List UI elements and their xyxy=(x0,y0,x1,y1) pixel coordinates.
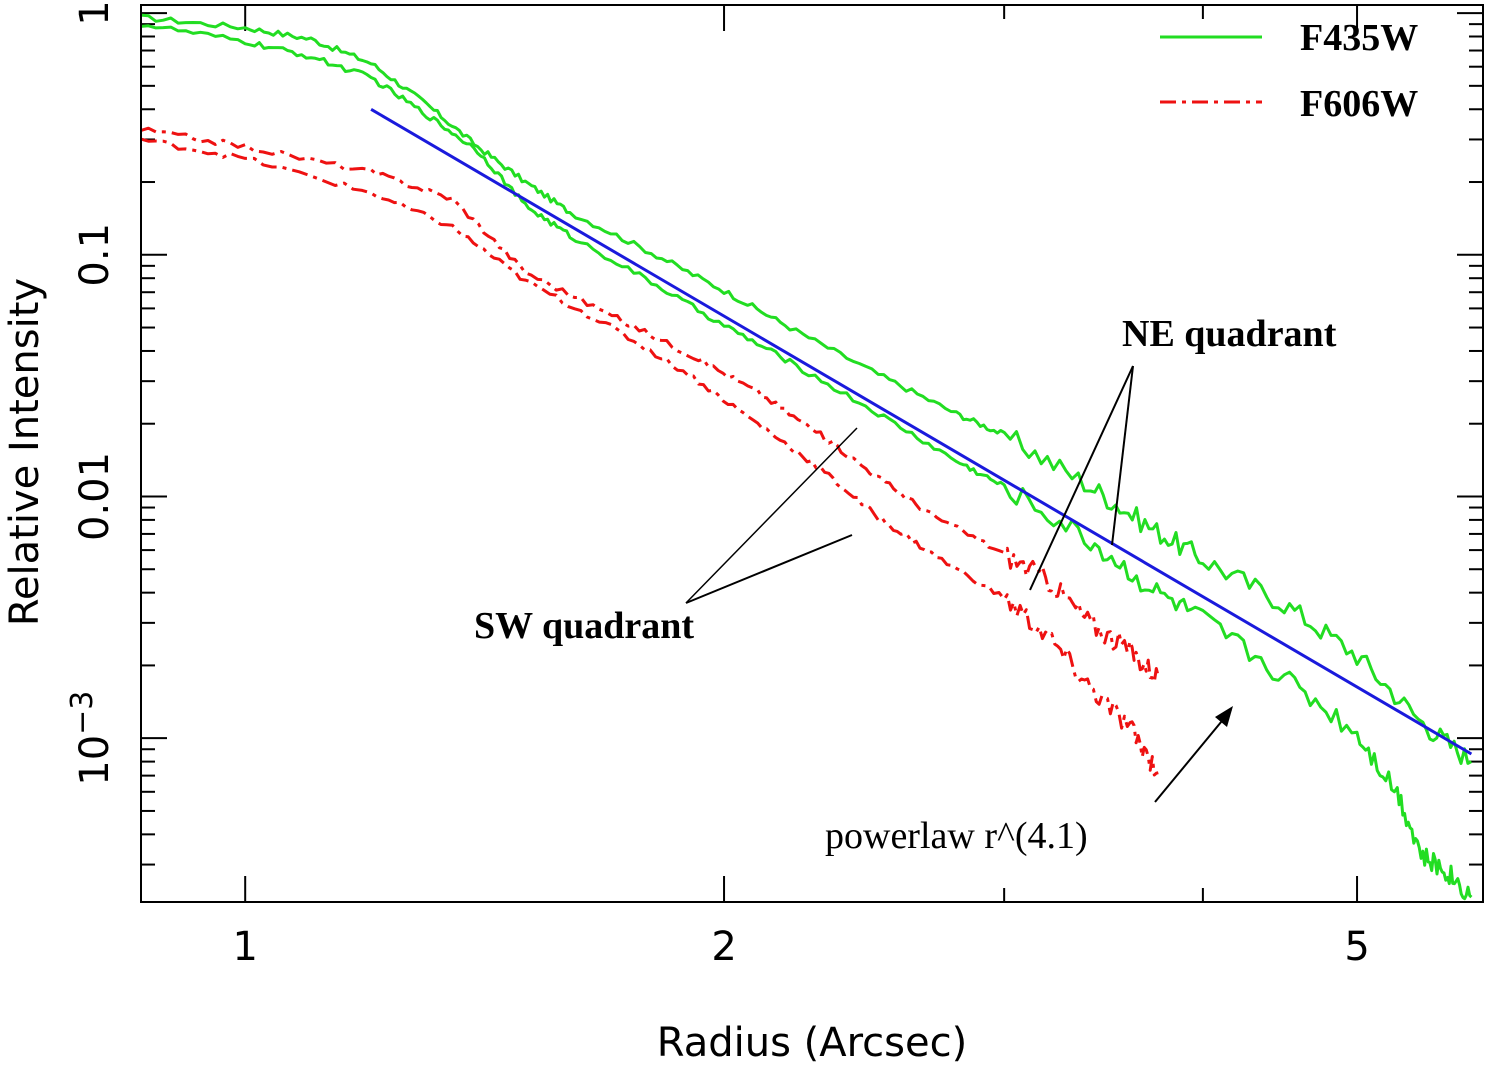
y-tick-label: 0.1 xyxy=(72,223,118,287)
powerlaw-arrow-head xyxy=(1215,706,1233,727)
annotation-sw-quadrant: SW quadrant xyxy=(474,605,694,647)
legend: F435W F606W xyxy=(1160,17,1418,125)
series-line-f606w-sw-quadrant xyxy=(140,137,1159,777)
plot-frame xyxy=(140,4,1484,903)
series-line-f435w-ne-quadrant xyxy=(140,13,1473,765)
series-layer xyxy=(140,13,1473,901)
series-line-f435w-sw-quadrant xyxy=(140,24,1473,901)
y-tick-label: 0.01 xyxy=(72,452,118,541)
annotation-ne-quadrant: NE quadrant xyxy=(1122,313,1337,355)
x-tick-label: 1 xyxy=(232,924,257,970)
series-line-powerlaw-r-4-1- xyxy=(370,108,1473,756)
tick-labels: 1 2 5 1 0.1 0.01 10−3 xyxy=(65,0,1370,970)
powerlaw-arrow-shaft xyxy=(1154,709,1232,803)
x-tick-label: 2 xyxy=(711,924,736,970)
sw-pointer-line-1 xyxy=(685,427,858,604)
axis-ticks xyxy=(141,5,1484,902)
y-axis-title: Relative Intensity xyxy=(2,278,48,626)
series-line-f606w-ne-quadrant xyxy=(140,126,1160,684)
legend-label-f435w: F435W xyxy=(1300,17,1418,59)
y-tick-label: 1 xyxy=(72,0,118,25)
x-axis-title: Radius (Arcsec) xyxy=(657,1020,967,1066)
sw-pointer-line-2 xyxy=(685,534,853,604)
x-tick-label: 5 xyxy=(1344,924,1369,970)
ne-pointer-line-2 xyxy=(1111,365,1134,546)
annotations: NE quadrant SW quadrant powerlaw r^(4.1) xyxy=(474,313,1337,857)
annotation-powerlaw: powerlaw r^(4.1) xyxy=(825,815,1088,857)
y-tick-label: 10−3 xyxy=(65,691,118,786)
legend-label-f606w: F606W xyxy=(1300,83,1418,125)
ne-pointer-line-1 xyxy=(1029,365,1134,591)
